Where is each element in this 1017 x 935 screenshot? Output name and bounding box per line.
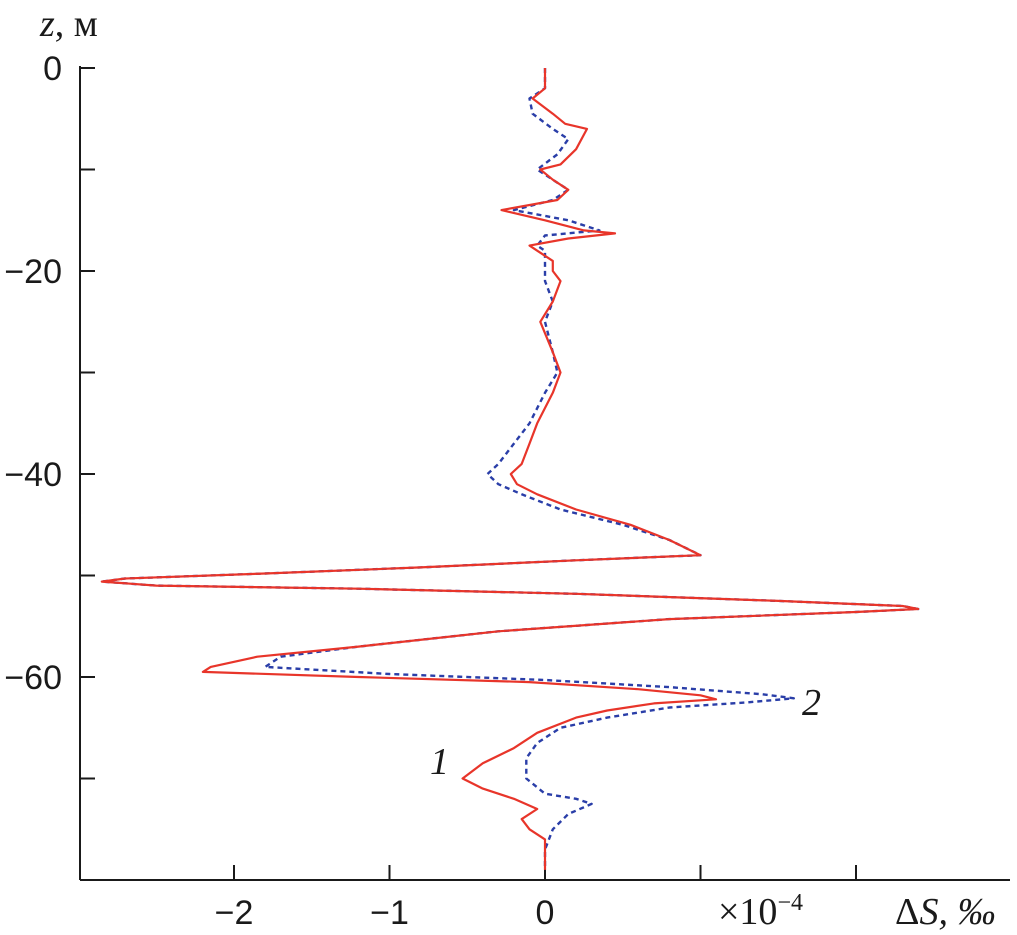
x-tick-label: −2 [215, 894, 254, 932]
series-2-label: 2 [802, 682, 821, 724]
y-axis-unit: , м [55, 3, 98, 45]
series-2-line [100, 68, 920, 870]
y-tick-label: −60 [4, 659, 62, 697]
series-1-line [100, 68, 920, 870]
y-tick-label: −20 [4, 253, 62, 291]
x-multiplier-exponent: −4 [777, 890, 803, 916]
x-axis-title: ΔS, ‰ [895, 891, 995, 933]
y-axis-title: z, м [39, 3, 98, 45]
x-tick-label: −1 [370, 894, 409, 932]
y-axis-var: z [39, 3, 55, 45]
x-axis-delta: Δ [895, 891, 919, 933]
y-ticks: 0 −20 −40 −60 [4, 50, 95, 881]
series-1-label: 1 [430, 741, 449, 783]
x-axis-var: S [919, 891, 938, 933]
x-multiplier-base: ×10 [718, 891, 777, 933]
x-tick-label: 0 [536, 894, 555, 932]
x-multiplier: ×10−4 [718, 890, 803, 933]
x-ticks: −2 −1 0 [215, 865, 857, 932]
y-tick-label: −40 [4, 456, 62, 494]
y-tick-label: 0 [43, 50, 62, 88]
axes [79, 66, 1010, 881]
series-layer [100, 68, 920, 870]
x-axis-unit: , ‰ [938, 891, 995, 933]
